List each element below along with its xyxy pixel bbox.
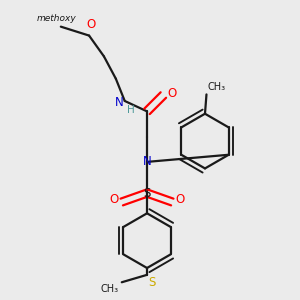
Text: S: S (148, 276, 156, 289)
Text: S: S (143, 187, 151, 200)
Text: O: O (176, 193, 185, 206)
Text: methoxy: methoxy (37, 14, 76, 23)
Text: O: O (109, 193, 118, 206)
Text: N: N (115, 96, 123, 109)
Text: O: O (86, 18, 95, 31)
Text: N: N (143, 155, 152, 168)
Text: CH₃: CH₃ (208, 82, 226, 92)
Text: H: H (127, 104, 135, 115)
Text: O: O (167, 87, 176, 100)
Text: CH₃: CH₃ (101, 284, 119, 294)
